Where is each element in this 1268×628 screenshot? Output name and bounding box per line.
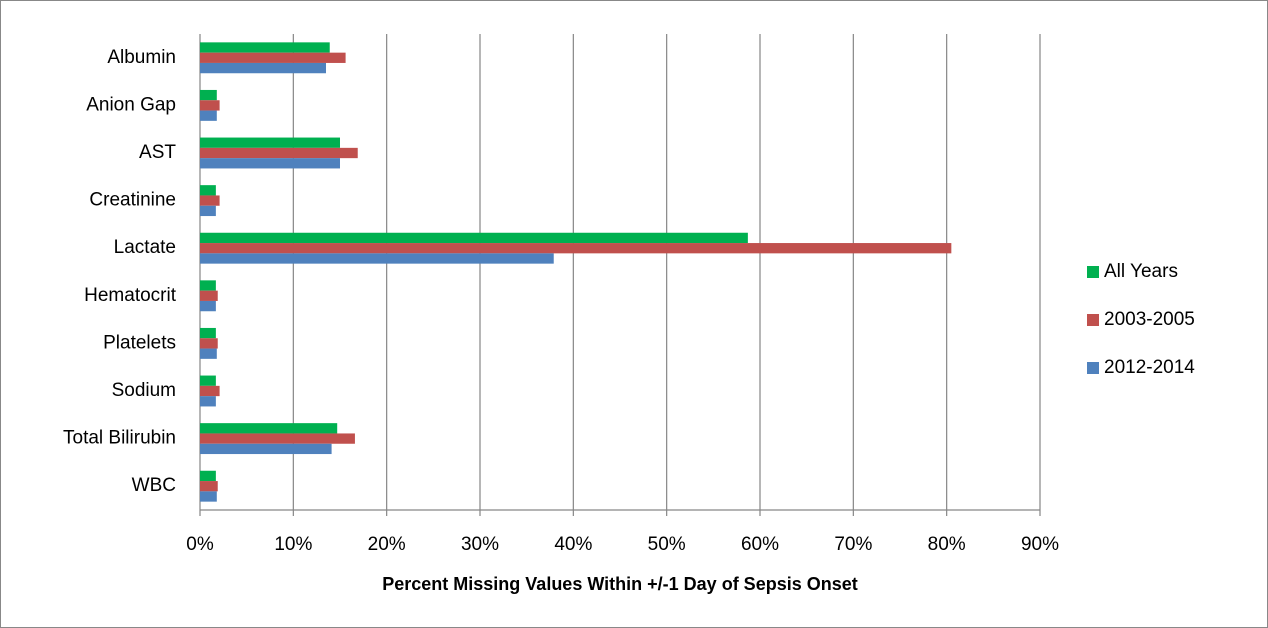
y-tick-label: Creatinine <box>89 190 176 211</box>
legend-label: 2003-2005 <box>1104 309 1195 330</box>
y-tick-label: Total Bilirubin <box>63 428 176 449</box>
bar <box>200 42 330 53</box>
x-tick-label: 50% <box>648 534 686 555</box>
bar <box>200 243 952 254</box>
x-tick-label: 0% <box>186 534 214 555</box>
bar <box>200 232 748 244</box>
bar <box>200 481 218 492</box>
bar <box>200 137 340 148</box>
bar <box>200 491 217 502</box>
legend-label: All Years <box>1104 261 1178 282</box>
bar <box>200 52 346 63</box>
y-tick-label: Hematocrit <box>84 285 177 306</box>
y-tick-label: Sodium <box>112 380 176 401</box>
bar <box>200 147 358 159</box>
bar <box>200 385 220 397</box>
x-tick-label: 10% <box>274 534 312 555</box>
legend-swatch <box>1087 314 1099 326</box>
x-axis-title: Percent Missing Values Within +/-1 Day o… <box>382 574 857 594</box>
x-tick-label: 30% <box>461 534 499 555</box>
bar <box>200 375 216 386</box>
y-tick-label: Lactate <box>114 237 176 258</box>
y-tick-label: Albumin <box>107 47 176 68</box>
x-tick-label: 70% <box>834 534 872 555</box>
bar <box>200 100 220 111</box>
legend-swatch <box>1087 266 1099 278</box>
bar <box>200 89 217 101</box>
bar <box>200 327 216 339</box>
bar <box>200 205 216 217</box>
y-tick-label: WBC <box>132 475 176 496</box>
x-tick-label: 80% <box>928 534 966 555</box>
bar <box>200 338 218 349</box>
bar <box>200 158 340 169</box>
bar <box>200 110 217 121</box>
y-tick-label: Platelets <box>103 332 176 353</box>
bar <box>200 396 216 407</box>
x-tick-label: 90% <box>1021 534 1059 555</box>
bar <box>200 195 220 206</box>
y-tick-label: AST <box>139 142 176 163</box>
x-tick-label: 60% <box>741 534 779 555</box>
x-tick-label: 40% <box>554 534 592 555</box>
x-tick-label: 20% <box>368 534 406 555</box>
legend-swatch <box>1087 362 1099 374</box>
bar <box>200 433 355 444</box>
y-tick-label: Anion Gap <box>86 94 176 115</box>
legend-label: 2012-2014 <box>1104 357 1195 378</box>
bar <box>200 470 216 482</box>
bar <box>200 185 216 196</box>
bar <box>200 280 216 291</box>
bar <box>200 62 326 74</box>
bar <box>200 253 554 264</box>
bar <box>200 443 332 455</box>
bar <box>200 300 216 312</box>
bar <box>200 290 218 301</box>
bar <box>200 423 338 434</box>
bar <box>200 348 217 359</box>
